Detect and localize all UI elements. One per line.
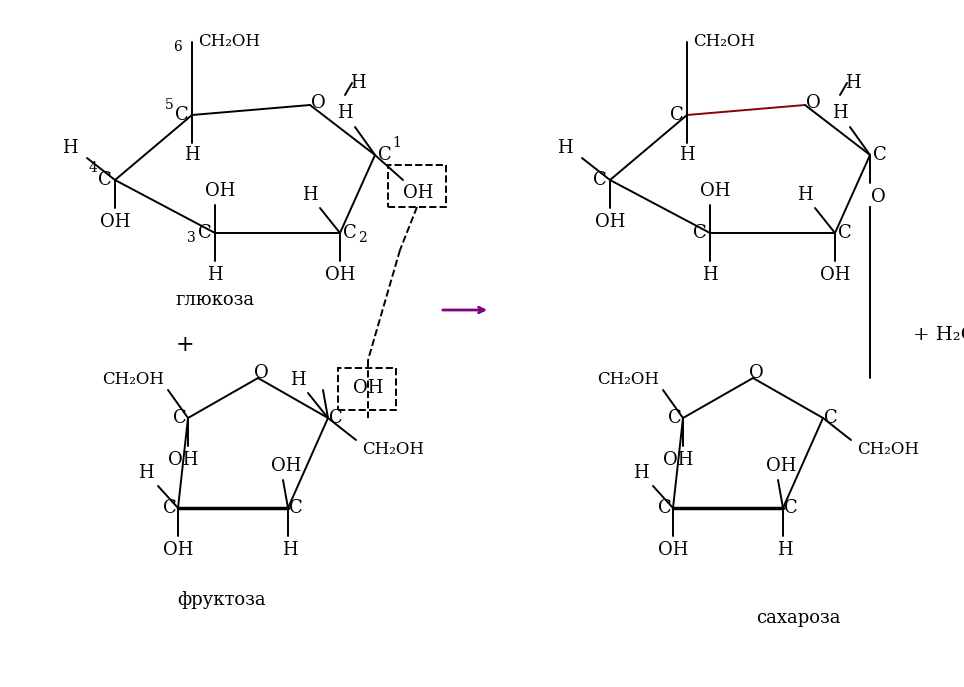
Text: OH: OH — [163, 541, 193, 559]
Text: OH: OH — [100, 213, 130, 231]
Text: глюкоза: глюкоза — [175, 291, 254, 309]
Text: O: O — [310, 94, 326, 112]
Text: C: C — [873, 146, 887, 164]
Text: 5: 5 — [165, 98, 174, 112]
Text: C: C — [593, 171, 607, 189]
Text: 2: 2 — [358, 231, 366, 245]
Text: фруктоза: фруктоза — [177, 591, 266, 609]
Text: C: C — [670, 106, 683, 124]
Text: H: H — [557, 139, 573, 157]
Text: +: + — [175, 334, 195, 356]
Text: C: C — [824, 409, 838, 427]
Text: OH: OH — [204, 182, 235, 200]
Text: + H₂O: + H₂O — [913, 326, 964, 344]
Text: CH₂OH: CH₂OH — [857, 442, 919, 458]
Text: CH₂OH: CH₂OH — [102, 372, 164, 389]
Text: H: H — [63, 139, 78, 157]
Text: H: H — [138, 464, 154, 482]
Text: H: H — [337, 104, 353, 122]
Text: CH₂OH: CH₂OH — [198, 34, 260, 51]
Text: 4: 4 — [89, 161, 97, 175]
Text: H: H — [633, 464, 649, 482]
Text: OH: OH — [663, 451, 693, 469]
Text: C: C — [329, 409, 343, 427]
Text: H: H — [302, 186, 318, 204]
Text: C: C — [175, 106, 189, 124]
Text: CH₂OH: CH₂OH — [693, 34, 755, 51]
Text: C: C — [658, 499, 672, 517]
Text: O: O — [806, 94, 820, 112]
Text: C: C — [378, 146, 392, 164]
Text: OH: OH — [595, 213, 626, 231]
Text: C: C — [693, 224, 707, 242]
Text: O: O — [870, 188, 885, 206]
Text: H: H — [282, 541, 298, 559]
Text: 1: 1 — [392, 136, 401, 150]
Text: C: C — [784, 499, 798, 517]
Text: C: C — [668, 409, 682, 427]
Text: O: O — [749, 364, 763, 382]
Text: OH: OH — [403, 184, 433, 202]
Text: H: H — [290, 371, 306, 389]
Text: OH: OH — [325, 266, 355, 284]
Text: H: H — [832, 104, 847, 122]
Text: C: C — [199, 224, 212, 242]
Text: H: H — [184, 146, 200, 164]
Text: H: H — [777, 541, 792, 559]
Text: OH: OH — [819, 266, 850, 284]
Bar — [388, 165, 446, 207]
Text: H: H — [797, 186, 813, 204]
Text: C: C — [98, 171, 112, 189]
Text: C: C — [838, 224, 852, 242]
Text: OH: OH — [271, 457, 301, 475]
Text: OH: OH — [168, 451, 199, 469]
Text: H: H — [680, 146, 695, 164]
Text: H: H — [350, 74, 365, 92]
Text: 6: 6 — [174, 40, 182, 54]
Text: H: H — [207, 266, 223, 284]
Bar — [338, 368, 396, 410]
Text: C: C — [289, 499, 303, 517]
Text: OH: OH — [700, 182, 730, 200]
Text: C: C — [163, 499, 176, 517]
Text: CH₂OH: CH₂OH — [597, 372, 659, 389]
Text: OH: OH — [657, 541, 688, 559]
Text: CH₂OH: CH₂OH — [362, 442, 424, 458]
Text: сахароза: сахароза — [756, 609, 841, 627]
Text: OH: OH — [353, 379, 383, 397]
Text: 3: 3 — [187, 231, 196, 245]
Text: C: C — [174, 409, 187, 427]
Text: C: C — [343, 224, 357, 242]
Text: H: H — [702, 266, 718, 284]
Text: O: O — [254, 364, 268, 382]
Text: H: H — [845, 74, 861, 92]
Text: OH: OH — [765, 457, 796, 475]
